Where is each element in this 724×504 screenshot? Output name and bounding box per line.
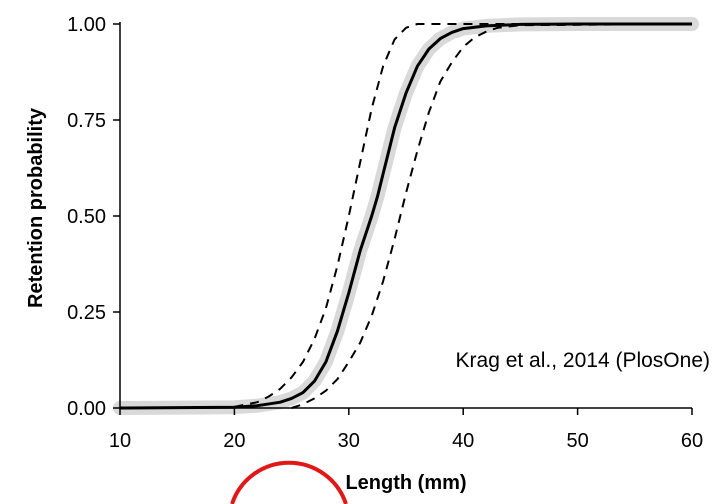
y-tick-label: 0.75 bbox=[67, 110, 106, 132]
x-tick-label: 30 bbox=[338, 430, 360, 452]
y-tick-label: 0.50 bbox=[67, 206, 106, 228]
series-layer bbox=[119, 22, 693, 410]
series-line-fitted-curve bbox=[119, 22, 692, 410]
axes bbox=[119, 22, 692, 409]
x-tick-label: 40 bbox=[452, 430, 474, 452]
x-tick-label: 20 bbox=[223, 430, 245, 452]
x-axis-title: Length (mm) bbox=[345, 472, 466, 494]
y-tick-label: 0.00 bbox=[67, 398, 106, 420]
series-line-lower-confidence-band bbox=[291, 23, 693, 409]
y-tick-label: 0.25 bbox=[67, 302, 106, 324]
y-axis-title: Retention probability bbox=[25, 107, 47, 308]
red-circle-marker bbox=[230, 460, 348, 504]
x-ticks: 10 20 30 40 50 60 bbox=[109, 408, 703, 452]
x-tick-label: 60 bbox=[681, 430, 703, 452]
x-tick-label: 10 bbox=[109, 430, 131, 452]
citation-annotation: Krag et al., 2014 (PlosOne) bbox=[456, 349, 710, 372]
series-line-upper-confidence-band bbox=[234, 23, 692, 408]
x-tick-label: 50 bbox=[566, 430, 588, 452]
y-ticks: 0.00 0.25 0.50 0.75 1.00 bbox=[67, 14, 120, 420]
y-tick-label: 1.00 bbox=[67, 14, 106, 36]
